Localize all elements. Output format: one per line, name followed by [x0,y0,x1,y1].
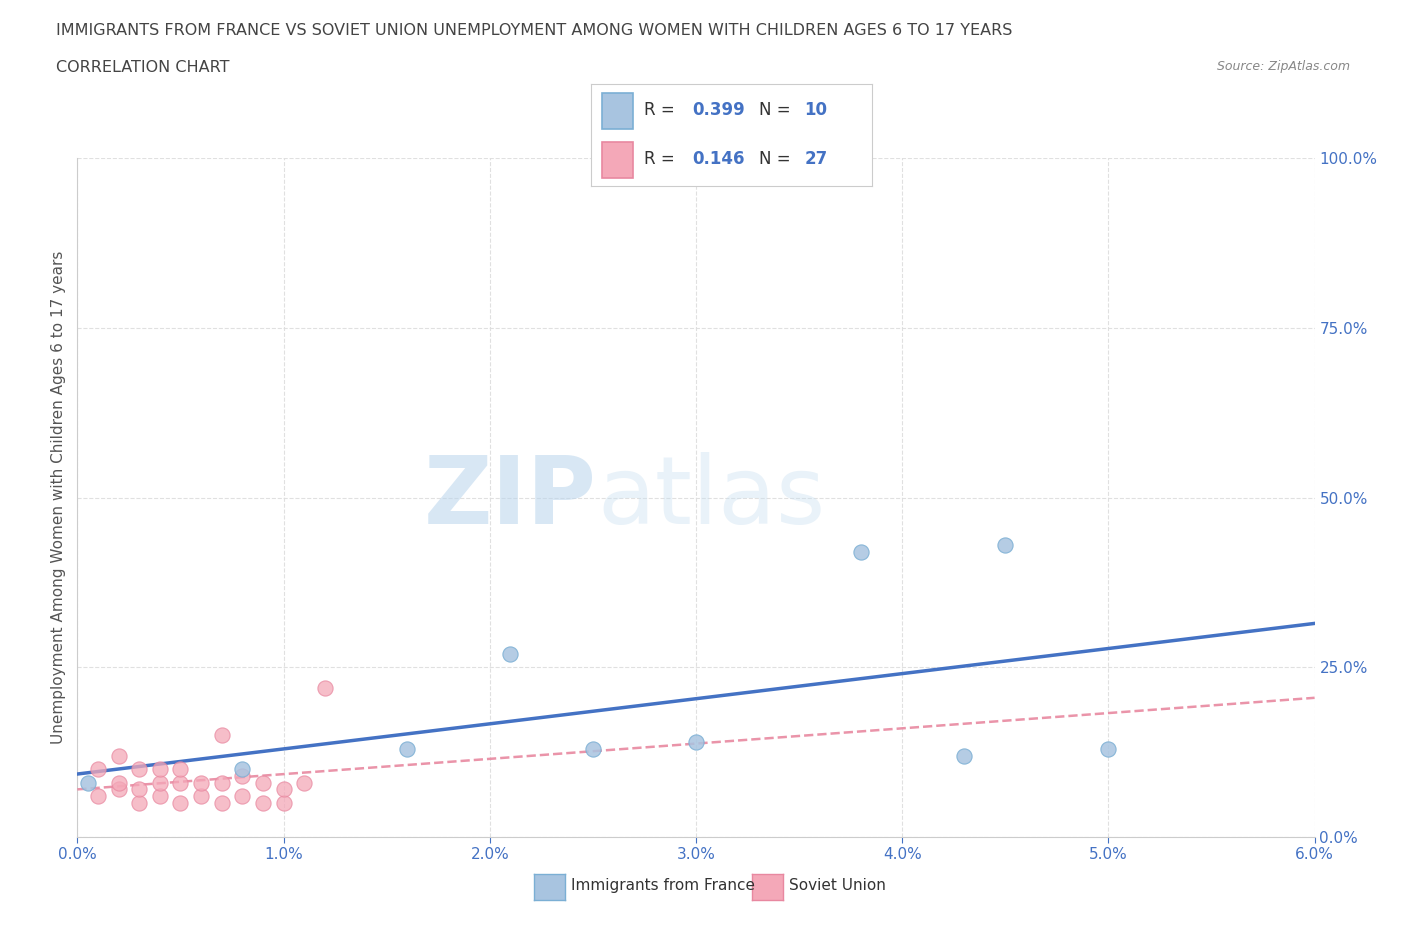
Point [87,789,110,804]
Text: 10: 10 [804,101,827,119]
Point [314,680,336,695]
Point [169,776,191,790]
Point [211,727,233,742]
Point [128,796,150,811]
Text: CORRELATION CHART: CORRELATION CHART [56,60,229,75]
Point [149,762,172,777]
Point [1097,741,1119,756]
Point [190,789,212,804]
Point [211,776,233,790]
Text: Soviet Union: Soviet Union [789,878,886,893]
Point [953,748,976,763]
FancyBboxPatch shape [602,142,633,178]
Point [685,735,707,750]
Point [76,776,98,790]
Text: R =: R = [644,151,681,168]
Point [149,789,172,804]
Point [231,789,253,804]
Text: N =: N = [759,151,796,168]
Point [499,646,522,661]
Point [107,782,129,797]
Point [211,796,233,811]
Text: Source: ZipAtlas.com: Source: ZipAtlas.com [1216,60,1350,73]
Point [582,741,605,756]
Text: 0.146: 0.146 [692,151,744,168]
Text: Immigrants from France: Immigrants from France [571,878,755,893]
Point [273,782,295,797]
Text: atlas: atlas [598,452,825,543]
Text: 0.399: 0.399 [692,101,745,119]
Point [849,544,872,559]
Point [149,776,172,790]
Point [190,776,212,790]
Point [252,796,274,811]
Point [273,796,295,811]
Point [252,776,274,790]
Text: 27: 27 [804,151,828,168]
Point [292,776,315,790]
FancyBboxPatch shape [602,93,633,128]
Text: R =: R = [644,101,681,119]
Point [396,741,419,756]
Y-axis label: Unemployment Among Women with Children Ages 6 to 17 years: Unemployment Among Women with Children A… [51,251,66,744]
Point [107,776,129,790]
Point [169,796,191,811]
Point [87,762,110,777]
Text: ZIP: ZIP [425,452,598,543]
Point [994,538,1017,552]
Text: N =: N = [759,101,796,119]
Point [128,762,150,777]
Point [231,768,253,783]
Text: IMMIGRANTS FROM FRANCE VS SOVIET UNION UNEMPLOYMENT AMONG WOMEN WITH CHILDREN AG: IMMIGRANTS FROM FRANCE VS SOVIET UNION U… [56,23,1012,38]
Point [107,748,129,763]
Point [231,762,253,777]
Point [128,782,150,797]
Point [169,762,191,777]
